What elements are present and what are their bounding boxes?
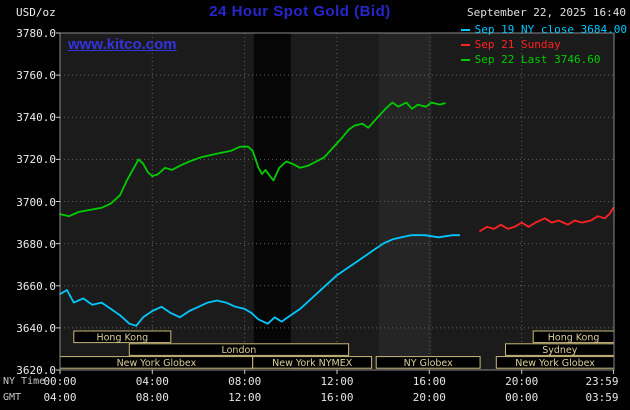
session-label: Hong Kong xyxy=(96,332,148,343)
y-axis-tick: 3660.0 xyxy=(16,279,56,293)
legend-label: Sep 22 Last 3746.60 xyxy=(474,53,601,66)
kitco-watermark-link[interactable]: www.kitco.com xyxy=(68,36,177,53)
y-axis-tick: 3780.0 xyxy=(16,27,56,40)
legend-label: Sep 21 Sunday xyxy=(474,38,561,51)
x-axis-tick-ny: 00:00 xyxy=(43,375,77,388)
y-axis-tick: 3700.0 xyxy=(16,195,56,209)
session-box xyxy=(375,356,481,369)
session-label: Hong Kong xyxy=(548,332,600,343)
x-axis-tick-ny: 16:00 xyxy=(412,375,446,388)
x-axis-tick-gmt: 12:00 xyxy=(228,391,262,404)
ny-time-axis-label: NY Time xyxy=(3,376,46,387)
x-axis-tick-gmt: 04:00 xyxy=(43,391,77,404)
session-label: London xyxy=(221,345,256,356)
y-axis-tick: 3640.0 xyxy=(16,321,56,335)
session-label: New York Globex xyxy=(117,358,197,369)
x-axis-tick-ny: 12:00 xyxy=(320,375,354,388)
x-axis-tick-gmt: 08:00 xyxy=(135,391,169,404)
x-axis-tick-gmt: 16:00 xyxy=(320,391,354,404)
x-axis-tick-ny: 20:00 xyxy=(505,375,539,388)
price-series-2 xyxy=(59,101,446,218)
x-axis-tick-gmt: 00:00 xyxy=(505,391,539,404)
session-box xyxy=(252,356,373,369)
session-box xyxy=(128,343,350,356)
plot-band xyxy=(378,33,432,370)
price-series-0 xyxy=(59,234,461,327)
legend-dash-icon xyxy=(460,58,470,61)
price-series-1 xyxy=(479,206,615,232)
gmt-axis-label: GMT xyxy=(3,392,22,403)
y-axis-tick: 3740.0 xyxy=(16,111,56,125)
session-box xyxy=(73,330,172,344)
y-axis-unit-label: USD/oz xyxy=(16,6,56,19)
x-axis-tick-gmt: 20:00 xyxy=(412,391,446,404)
legend-dash-icon xyxy=(460,28,470,31)
session-label: New York NYMEX xyxy=(272,358,353,369)
legend-item-sep22: Sep 22 Last 3746.60 xyxy=(460,52,627,67)
legend-item-sep21: Sep 21 Sunday xyxy=(460,37,627,52)
x-axis-tick-ny: 23:59 xyxy=(585,375,619,388)
chart-title: 24 Hour Spot Gold (Bid) xyxy=(209,3,391,20)
y-axis-tick: 3620.0 xyxy=(16,364,56,377)
legend-dash-icon xyxy=(460,43,470,46)
y-axis-tick: 3680.0 xyxy=(16,237,56,251)
x-axis-tick-gmt: 03:59 xyxy=(585,391,619,404)
y-axis-tick: 3760.0 xyxy=(16,69,56,83)
session-label: NY Globex xyxy=(404,358,453,369)
legend-label: Sep 19 NY close 3684.00 xyxy=(474,23,627,36)
datetime-label: September 22, 2025 16:40 xyxy=(467,6,626,19)
session-label: Sydney xyxy=(542,345,578,356)
x-axis-tick-ny: 04:00 xyxy=(135,375,169,388)
chart-legend: Sep 19 NY close 3684.00 Sep 21 Sunday Sep … xyxy=(460,22,627,67)
x-axis-tick-ny: 08:00 xyxy=(228,375,262,388)
y-axis-tick: 3720.0 xyxy=(16,153,56,167)
legend-item-sep19: Sep 19 NY close 3684.00 xyxy=(460,22,627,37)
session-label: New York Globex xyxy=(515,358,595,369)
